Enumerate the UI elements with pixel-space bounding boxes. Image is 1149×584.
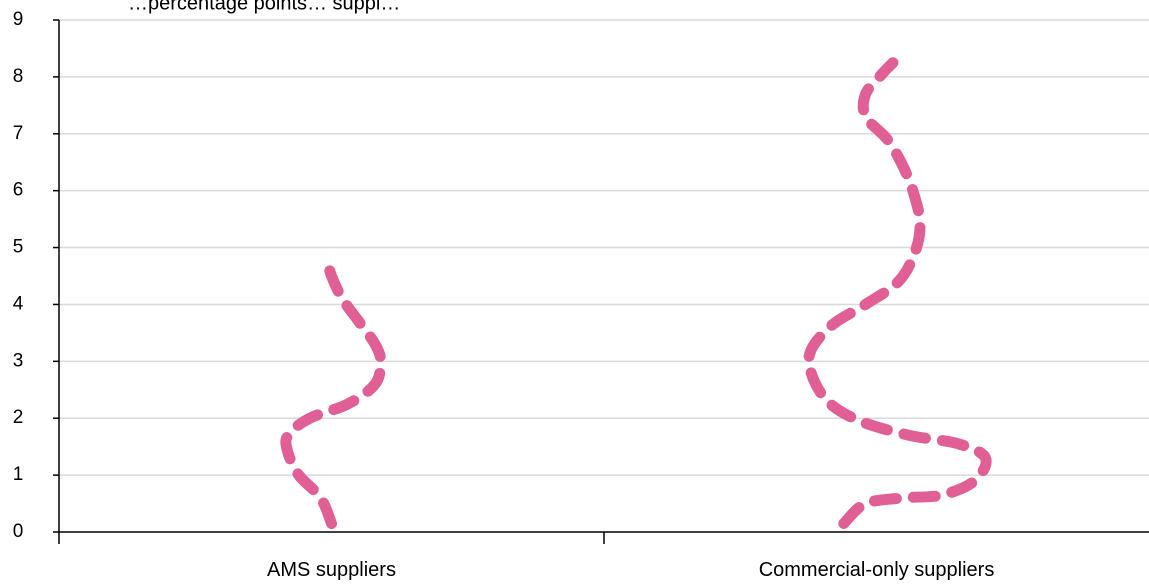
x-category-label: AMS suppliers xyxy=(267,559,396,581)
series-line-1 xyxy=(280,250,387,529)
y-tick-label: 4 xyxy=(13,293,24,314)
series-lines xyxy=(280,57,992,529)
x-category-label: Commercial-only suppliers xyxy=(759,559,995,581)
series-line-2 xyxy=(803,57,992,529)
y-tick-label: 2 xyxy=(13,407,24,428)
y-tick-label: 5 xyxy=(13,237,24,258)
y-tick-label: 7 xyxy=(13,123,24,144)
chart-title: …percentage points… suppl… xyxy=(128,0,400,14)
y-tick-label: 6 xyxy=(13,180,24,201)
y-axis-ticks: 0 1 2 3 4 5 6 7 8 9 xyxy=(13,9,59,542)
y-tick-label: 3 xyxy=(13,350,24,371)
y-tick-label: 8 xyxy=(13,66,24,87)
y-tick-label: 9 xyxy=(13,9,24,30)
gridlines xyxy=(59,19,1149,476)
y-tick-label: 0 xyxy=(13,521,24,542)
x-axis-ticks: AMS suppliers Commercial-only suppliers xyxy=(58,532,995,581)
y-tick-label: 1 xyxy=(13,464,24,485)
